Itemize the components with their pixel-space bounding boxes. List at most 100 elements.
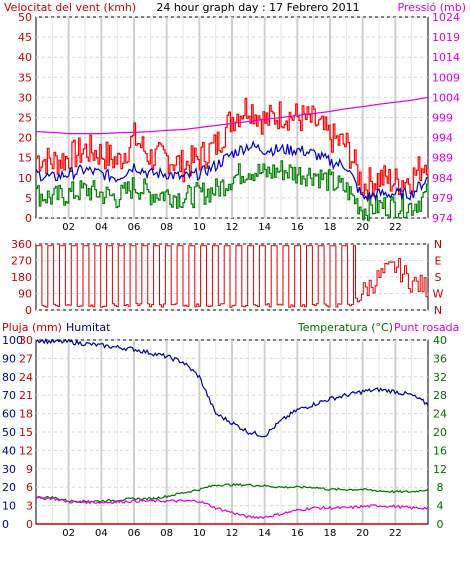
temperature-tick-label: 32 xyxy=(433,371,447,384)
pressure-tick-label: 994 xyxy=(432,132,453,145)
wind-x-tick-label: 08 xyxy=(160,222,173,233)
humidity-x-tick-label: 08 xyxy=(160,528,173,539)
humidity-line xyxy=(35,337,429,438)
wind-x-tick-label: 02 xyxy=(62,222,75,233)
wind-tick-label: 0 xyxy=(25,212,32,225)
chart-title: 24 hour graph day : 17 Febrero 2011 xyxy=(156,1,359,14)
wind-axis-label: Velocitat del vent (kmh) xyxy=(4,1,136,14)
humidity-x-tick-label: 16 xyxy=(291,528,304,539)
rain-tick-label: 24 xyxy=(19,371,33,384)
pressure-tick-label: 1004 xyxy=(432,91,460,104)
wind-x-tick-label: 06 xyxy=(128,222,141,233)
compass-tick-label: S xyxy=(435,271,442,284)
humidity-x-tick-label: 22 xyxy=(389,528,402,539)
pressure-tick-label: 1019 xyxy=(432,31,460,44)
average-wind-line xyxy=(35,140,429,203)
dewpoint-axis-label: Punt rosada xyxy=(394,321,459,334)
compass-tick-label: N xyxy=(434,304,442,317)
temperature-tick-label: 16 xyxy=(433,444,447,457)
wind-tick-label: 35 xyxy=(18,71,32,84)
rain-axis-label: Pluja (mm) xyxy=(2,321,62,334)
pressure-tick-label: 1024 xyxy=(432,11,460,24)
direction-tick-label: 270 xyxy=(11,255,32,268)
dewpoint-line xyxy=(35,496,429,520)
direction-line xyxy=(36,245,429,308)
pressure-line xyxy=(35,96,429,135)
humidity-x-tick-label: 10 xyxy=(193,528,206,539)
rain-tick-label: 9 xyxy=(26,463,33,476)
humidity-tick-label: 30 xyxy=(2,463,16,476)
rain-tick-label: 3 xyxy=(26,500,33,513)
compass-tick-label: E xyxy=(435,255,442,268)
wind-x-tick-label: 16 xyxy=(291,222,304,233)
humidity-tick-label: 100 xyxy=(2,334,23,347)
rain-tick-label: 21 xyxy=(19,389,33,402)
wind-tick-label: 25 xyxy=(18,112,32,125)
temperature-tick-label: 20 xyxy=(433,426,447,439)
wind-tick-label: 30 xyxy=(18,91,32,104)
wind-tick-label: 5 xyxy=(25,192,32,205)
humidity-x-tick-label: 20 xyxy=(356,528,369,539)
temperature-tick-label: 24 xyxy=(433,408,447,421)
temperature-tick-label: 4 xyxy=(437,500,444,513)
humidity-tick-label: 60 xyxy=(2,408,16,421)
humidity-tick-label: 70 xyxy=(2,389,16,402)
wind-x-tick-label: 04 xyxy=(95,222,108,233)
pressure-axis-label: Pressió (mb) xyxy=(397,1,466,14)
wind-x-tick-label: 20 xyxy=(356,222,369,233)
temperature-tick-label: 0 xyxy=(437,518,444,531)
humidity-x-tick-label: 02 xyxy=(62,528,75,539)
humidity-tick-label: 20 xyxy=(2,481,16,494)
wind-tick-label: 45 xyxy=(18,31,32,44)
humidity-tick-label: 10 xyxy=(2,500,16,513)
humidity-tick-label: 40 xyxy=(2,444,16,457)
temperature-tick-label: 36 xyxy=(433,352,447,365)
wind-x-tick-label: 14 xyxy=(258,222,271,233)
pressure-tick-label: 974 xyxy=(432,212,453,225)
direction-tick-label: 0 xyxy=(25,304,32,317)
humidity-x-tick-label: 14 xyxy=(258,528,271,539)
temperature-tick-label: 28 xyxy=(433,389,447,402)
humidity-x-tick-label: 06 xyxy=(128,528,141,539)
rain-tick-label: 18 xyxy=(19,408,33,421)
direction-tick-label: 90 xyxy=(18,288,32,301)
rain-tick-label: 15 xyxy=(19,426,33,439)
direction-tick-label: 180 xyxy=(11,271,32,284)
rain-tick-label: 30 xyxy=(19,334,33,347)
wind-tick-label: 20 xyxy=(18,132,32,145)
low-wind-line xyxy=(36,160,429,222)
rain-tick-label: 0 xyxy=(26,518,33,531)
wind-tick-label: 15 xyxy=(18,152,32,165)
temperature-tick-label: 8 xyxy=(437,481,444,494)
pressure-tick-label: 1009 xyxy=(432,71,460,84)
humidity-x-tick-label: 04 xyxy=(95,528,108,539)
compass-tick-label: W xyxy=(433,288,444,301)
pressure-tick-label: 979 xyxy=(432,192,453,205)
direction-tick-label: 360 xyxy=(11,238,32,251)
humidity-x-tick-label: 12 xyxy=(226,528,239,539)
rain-tick-label: 12 xyxy=(19,444,33,457)
pressure-tick-label: 989 xyxy=(432,152,453,165)
humidity-x-tick-label: 18 xyxy=(324,528,337,539)
wind-tick-label: 40 xyxy=(18,51,32,64)
rain-tick-label: 27 xyxy=(19,352,33,365)
pressure-tick-label: 1014 xyxy=(432,51,460,64)
humidity-tick-label: 0 xyxy=(2,518,9,531)
temperature-tick-label: 40 xyxy=(433,334,447,347)
pressure-tick-label: 984 xyxy=(432,172,453,185)
temperature-axis-label: Temperatura (°C) xyxy=(297,321,393,334)
humidity-tick-label: 90 xyxy=(2,352,16,365)
wind-x-tick-label: 12 xyxy=(226,222,239,233)
humidity-tick-label: 80 xyxy=(2,371,16,384)
compass-tick-label: N xyxy=(434,238,442,251)
wind-x-tick-label: 18 xyxy=(324,222,337,233)
wind-x-tick-label: 10 xyxy=(193,222,206,233)
temperature-tick-label: 12 xyxy=(433,463,447,476)
humidity-tick-label: 50 xyxy=(2,426,16,439)
rain-tick-label: 6 xyxy=(26,481,33,494)
wind-tick-label: 50 xyxy=(18,11,32,24)
wind-tick-label: 10 xyxy=(18,172,32,185)
pressure-tick-label: 999 xyxy=(432,112,453,125)
wind-x-tick-label: 22 xyxy=(389,222,402,233)
